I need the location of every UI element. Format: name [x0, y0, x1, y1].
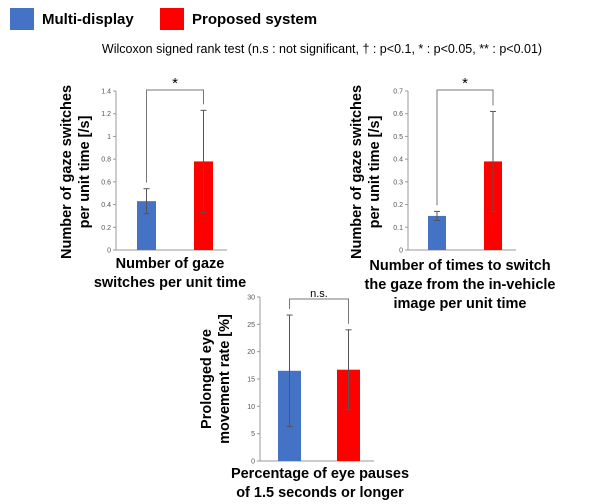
x-axis-label-line: Percentage of eye pauses [231, 466, 409, 482]
x-axis-label-line: Number of gaze [116, 256, 225, 272]
x-axis-label: Percentage of eye pauses of 1.5 seconds o… [231, 466, 409, 501]
y-axis-label-line: per unit time [/s] [367, 115, 383, 228]
significance-bracket [289, 298, 349, 324]
x-axis-label-line: switches per unit time [94, 275, 246, 291]
bar-multi-display [137, 201, 156, 250]
x-axis-label: Number of times to switch the gaze from t… [365, 258, 556, 312]
legend-item-multi-display: Multi-display [10, 8, 134, 30]
legend-label-proposed-system: Proposed system [192, 10, 318, 28]
y-tick-label: 5 [251, 431, 255, 438]
y-tick-label: 0 [399, 248, 403, 255]
legend-swatch-multi-display [10, 8, 34, 30]
y-tick-label: 0.2 [101, 225, 111, 232]
y-tick-label: 20 [247, 349, 255, 356]
y-axis-label-line: Prolonged eye [199, 329, 215, 429]
y-tick-label: 30 [247, 295, 255, 302]
x-axis-label-line: image per unit time [394, 296, 527, 312]
y-axis-label: Number of gaze switches per unit time [/s… [349, 85, 383, 259]
y-tick-label: 10 [247, 404, 255, 411]
legend-label-multi-display: Multi-display [42, 10, 134, 28]
y-tick-label: 15 [247, 377, 255, 384]
x-axis-label-line: of 1.5 seconds or longer [236, 485, 404, 501]
y-tick-label: 0.8 [101, 157, 111, 164]
legend-item-proposed-system: Proposed system [160, 8, 317, 30]
y-axis-label-line: movement rate [%] [217, 314, 233, 444]
y-tick-label: 0.4 [101, 202, 111, 209]
y-axis-label: Prolonged eye movement rate [%] [199, 314, 233, 444]
y-tick-label: 0.1 [393, 225, 403, 232]
x-axis-label-line: Number of times to switch [369, 258, 550, 274]
y-tick-label: 0.6 [101, 179, 111, 186]
significance-marker: * [462, 75, 468, 92]
x-axis-label: Number of gaze switches per unit time [94, 256, 246, 291]
y-tick-label: 0.3 [393, 179, 403, 186]
legend: Multi-display Proposed system [0, 0, 614, 36]
bar-proposed-system [337, 369, 360, 461]
y-axis-label-line: per unit time [/s] [77, 115, 93, 228]
legend-swatch-proposed-system [160, 8, 184, 30]
significance-marker: * [172, 75, 178, 92]
y-tick-label: 0.4 [393, 157, 403, 164]
bar-multi-display [428, 215, 446, 250]
y-tick-label: 0.7 [393, 89, 403, 96]
y-tick-label: 0.6 [393, 111, 403, 118]
y-tick-label: 0.2 [393, 202, 403, 209]
y-axis-label: Number of gaze switches per unit time [/s… [59, 85, 93, 259]
statistical-test-note: Wilcoxon signed rank test (n.s : not sig… [101, 42, 543, 56]
significance-marker: n.s. [310, 288, 328, 300]
y-tick-label: 0.5 [393, 134, 403, 141]
y-tick-label: 25 [247, 322, 255, 329]
significance-bracket [146, 89, 204, 183]
y-tick-label: 0 [251, 459, 255, 466]
y-tick-label: 1.4 [101, 89, 111, 96]
x-axis-label-line: the gaze from the in-vehicle [365, 277, 556, 293]
y-tick-label: 1.2 [101, 111, 111, 118]
significance-bracket [436, 89, 494, 206]
y-axis-label-line: Number of gaze switches [349, 85, 365, 259]
y-tick-label: 1 [107, 134, 111, 141]
y-axis-label-line: Number of gaze switches [59, 85, 75, 259]
y-tick-label: 0 [107, 248, 111, 255]
